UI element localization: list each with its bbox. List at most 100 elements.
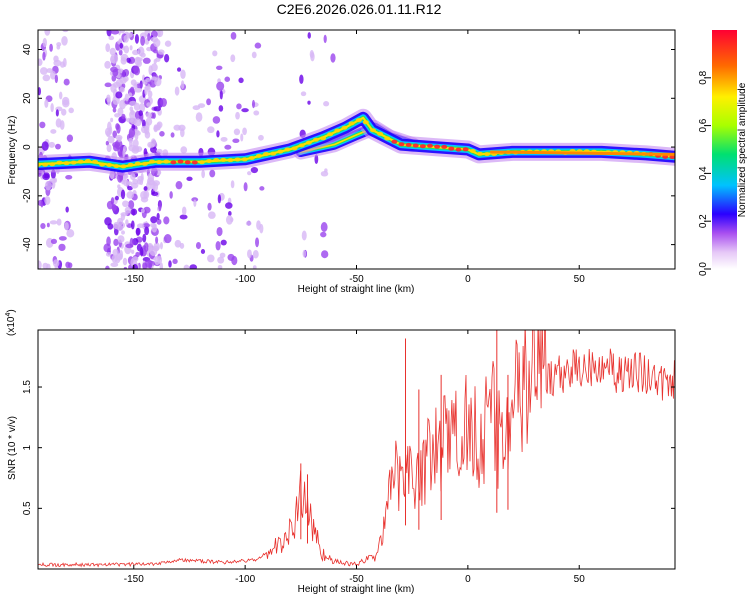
- spectrogram-panel: -150 -100 -50 0 50 -40 -20 0 20 40 Height of stra…: [7, 29, 676, 295]
- spectrogram-noise-blob: [111, 204, 118, 211]
- spectrogram-noise-blob: [207, 211, 216, 219]
- spectrogram-noise-blob: [175, 180, 183, 190]
- spectrogram-noise-blob: [111, 255, 118, 263]
- spectrogram-peak: [127, 162, 134, 167]
- spectrogram-peak: [106, 162, 113, 167]
- spectrogram-noise-blob: [180, 146, 188, 154]
- spectrogram-noise-blob: [219, 252, 226, 258]
- spectrogram-noise-blob: [138, 110, 143, 117]
- spectrogram-noise-blob: [181, 206, 187, 216]
- spectrogram-noise-blob: [212, 116, 221, 124]
- spectrogram-noise-blob: [68, 107, 74, 114]
- spectrogram-x-tick-label: 50: [574, 274, 586, 285]
- spectrogram-noise-blob: [117, 107, 124, 116]
- spectrogram-noise-blob: [230, 54, 236, 63]
- colorbar-tick-label: 0.2: [698, 214, 709, 228]
- spectrogram-noise-blob: [174, 239, 182, 248]
- spectrogram-noise-blob: [150, 36, 159, 43]
- spectrogram-noise-blob: [56, 218, 62, 226]
- spectrogram-noise-blob: [38, 58, 43, 66]
- spectrogram-noise-blob: [117, 184, 121, 189]
- spectrogram-noise-blob: [173, 124, 181, 131]
- spectrogram-noise-blob: [107, 121, 112, 132]
- spectrogram-noise-blob: [157, 30, 161, 37]
- spectrogram-noise-blob: [147, 90, 153, 98]
- spectrogram-noise-blob: [300, 91, 307, 97]
- spectrogram-noise-blob: [220, 239, 227, 246]
- spectrogram-noise-blob: [108, 35, 115, 41]
- spectrogram-noise-blob: [126, 191, 134, 199]
- spectrogram-noise-blob: [66, 229, 75, 238]
- spectrogram-peak: [448, 146, 455, 151]
- spectrogram-noise-blob: [206, 98, 212, 106]
- spectrogram-noise-blob: [42, 74, 51, 82]
- spectrogram-noise-blob: [157, 255, 163, 265]
- spectrogram-noise-blob: [217, 256, 225, 264]
- spectrogram-noise-blob: [128, 92, 133, 97]
- spectrogram-peak: [455, 147, 462, 152]
- spectrogram-noise-blob: [110, 117, 114, 123]
- spectrogram-noise-blob: [310, 51, 315, 62]
- spectrogram-noise-blob: [216, 130, 220, 138]
- spectrogram-noise-blob: [216, 81, 225, 91]
- spectrogram-noise-blob: [245, 221, 252, 226]
- spectrogram-noise-blob: [40, 200, 44, 208]
- spectrogram-noise-blob: [189, 264, 198, 269]
- spectrogram-noise-blob: [225, 215, 233, 225]
- spectrogram-noise-blob: [135, 251, 140, 258]
- spectrogram-noise-blob: [220, 136, 228, 142]
- spectrogram-peak: [198, 160, 205, 165]
- spectrogram-noise-blob: [130, 220, 135, 230]
- spectrogram-noise-blob: [123, 145, 127, 153]
- spectrogram-noise-blob: [150, 63, 158, 72]
- spectrogram-noise-blob: [121, 179, 126, 185]
- spectrogram-noise-blob: [135, 146, 143, 153]
- snr-x-tick-label: -50: [349, 574, 364, 585]
- spectrogram-noise-blob: [238, 77, 244, 84]
- spectrogram-noise-blob: [224, 76, 231, 82]
- spectrogram-peak: [405, 142, 412, 147]
- spectrogram-noise-blob: [259, 186, 265, 191]
- colorbar: 0.0 0.2 0.4 0.6 0.8 Normalized spectral ampl…: [698, 30, 748, 276]
- spectrogram-peak: [398, 142, 405, 147]
- snr-y-multiplier-exponent: 4: [5, 313, 12, 317]
- spectrogram-noise-blob: [109, 47, 116, 56]
- colorbar-ticks: 0.0 0.2 0.4 0.6 0.8: [698, 70, 711, 276]
- spectrogram-noise-blob: [212, 50, 218, 57]
- spectrogram-peak: [291, 146, 298, 151]
- spectrogram-noise-blob: [117, 217, 124, 226]
- spectrogram-noise-blob: [121, 113, 126, 120]
- spectrogram-peak: [56, 160, 63, 165]
- spectrogram-noise-blob: [253, 110, 260, 116]
- spectrogram-noise-blob: [147, 179, 156, 186]
- spectrogram-noise-blob: [225, 202, 233, 209]
- spectrogram-noise-blob: [42, 51, 46, 61]
- spectrogram-noise-blob: [117, 235, 125, 243]
- snr-y-label: SNR (10 * v/v): [7, 416, 18, 480]
- spectrogram-noise-blob: [169, 191, 173, 199]
- spectrogram-peak: [484, 152, 491, 157]
- spectrogram-noise-blob: [215, 65, 223, 70]
- spectrogram-peak: [220, 157, 227, 162]
- spectrogram-noise-blob: [110, 53, 119, 64]
- spectrogram-noise-blob: [215, 240, 221, 251]
- spectrogram-noise-blob: [241, 108, 249, 113]
- spectrogram-noise-blob: [133, 66, 140, 76]
- spectrogram-heatmap: [38, 30, 675, 269]
- spectrogram-noise-blob: [143, 186, 148, 191]
- spectrogram-noise-blob: [116, 124, 121, 134]
- spectrogram-noise-blob: [180, 69, 186, 79]
- spectrogram-noise-blob: [250, 167, 259, 174]
- spectrogram-peak: [213, 157, 220, 162]
- spectrogram-noise-blob: [132, 264, 139, 269]
- spectrogram-noise-blob: [252, 265, 257, 269]
- spectrogram-peak: [206, 158, 213, 163]
- spectrogram-noise-blob: [61, 96, 70, 106]
- spectrogram-noise-blob: [179, 242, 185, 249]
- spectrogram-noise-blob: [174, 86, 180, 96]
- spectrogram-peak: [305, 140, 312, 145]
- spectrogram-peak: [669, 155, 675, 160]
- spectrogram-noise-blob: [44, 195, 51, 205]
- spectrogram-peak: [434, 144, 441, 149]
- spectrogram-noise-blob: [142, 233, 147, 243]
